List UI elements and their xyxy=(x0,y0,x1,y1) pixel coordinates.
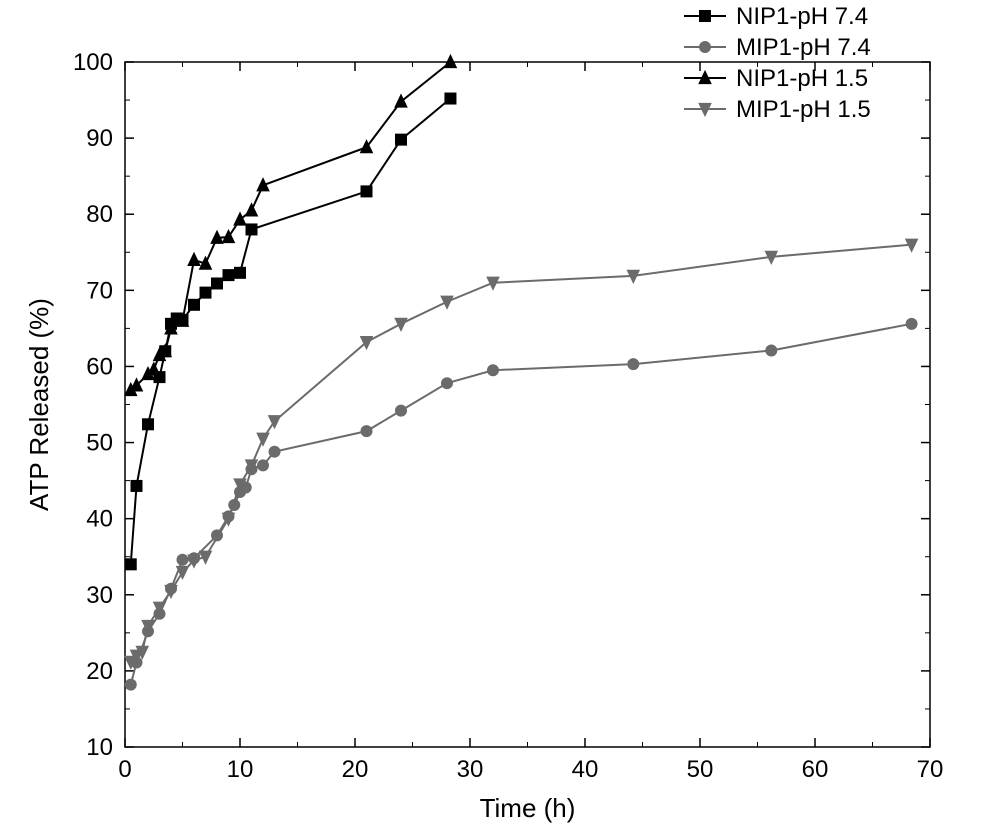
x-tick-label: 30 xyxy=(457,756,484,783)
chart-container: 010203040506070102030405060708090100Time… xyxy=(0,0,1000,838)
x-tick-label: 70 xyxy=(917,756,944,783)
y-tick-label: 60 xyxy=(86,353,113,380)
legend-label: NIP1-pH 1.5 xyxy=(736,65,868,92)
y-tick-label: 50 xyxy=(86,430,113,457)
x-tick-label: 50 xyxy=(687,756,714,783)
y-tick-label: 40 xyxy=(86,506,113,533)
y-axis-title: ATP Released (%) xyxy=(24,298,54,511)
x-axis-title: Time (h) xyxy=(480,793,576,823)
y-tick-label: 80 xyxy=(86,201,113,228)
legend-label: MIP1-pH 7.4 xyxy=(736,34,871,61)
y-tick-label: 10 xyxy=(86,734,113,761)
legend-label: MIP1-pH 1.5 xyxy=(736,96,871,123)
y-tick-label: 90 xyxy=(86,125,113,152)
atp-release-chart: 010203040506070102030405060708090100Time… xyxy=(0,0,1000,838)
legend-label: NIP1-pH 7.4 xyxy=(736,3,868,30)
y-tick-label: 100 xyxy=(73,49,113,76)
x-tick-label: 0 xyxy=(118,756,131,783)
y-tick-label: 20 xyxy=(86,658,113,685)
y-tick-label: 70 xyxy=(86,277,113,304)
y-tick-label: 30 xyxy=(86,582,113,609)
x-tick-label: 60 xyxy=(802,756,829,783)
x-tick-label: 40 xyxy=(572,756,599,783)
x-tick-label: 20 xyxy=(342,756,369,783)
x-tick-label: 10 xyxy=(227,756,254,783)
